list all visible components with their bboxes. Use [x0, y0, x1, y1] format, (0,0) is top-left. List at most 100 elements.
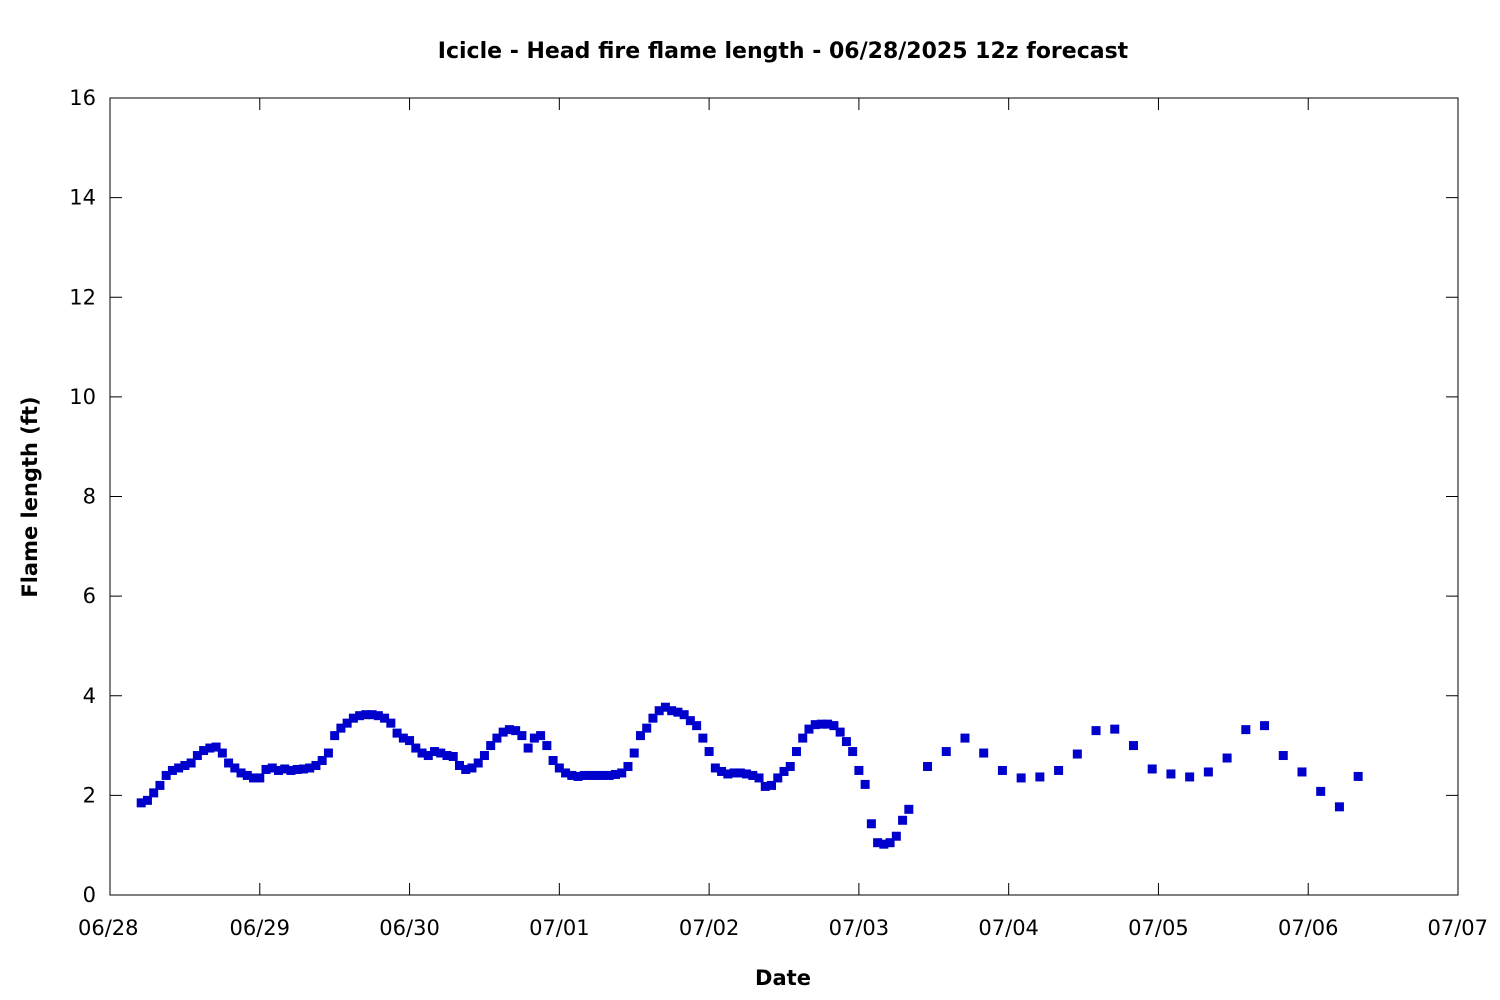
- data-point: [642, 723, 652, 733]
- data-point: [1260, 721, 1270, 731]
- y-tick-label: 14: [69, 186, 96, 210]
- data-point: [767, 780, 777, 790]
- data-point: [1110, 724, 1120, 734]
- data-point: [542, 741, 552, 751]
- data-point: [735, 768, 745, 778]
- data-point: [1278, 751, 1288, 761]
- data-point: [174, 763, 184, 773]
- data-point: [323, 748, 333, 758]
- data-point: [448, 752, 458, 762]
- data-point: [342, 718, 352, 728]
- y-tick-label: 2: [83, 783, 96, 807]
- data-point: [454, 760, 464, 770]
- data-point: [430, 747, 440, 757]
- data-point: [1203, 767, 1213, 777]
- data-point: [748, 770, 758, 780]
- y-tick-label: 0: [83, 883, 96, 907]
- data-point: [348, 713, 358, 723]
- data-point: [698, 733, 708, 743]
- data-point: [317, 756, 327, 766]
- data-point: [823, 719, 833, 729]
- data-point: [417, 748, 427, 758]
- data-point: [311, 760, 321, 770]
- data-point: [592, 770, 602, 780]
- data-point: [704, 747, 714, 757]
- data-point: [923, 761, 933, 771]
- data-point: [810, 720, 820, 730]
- data-point: [1128, 741, 1138, 751]
- axis-tick-labels: 0 2 4 6 8 10 12 14 16 06/28 06/29 06/30 07/01 07/02 07…: [69, 86, 1488, 940]
- x-tick-label: 06/29: [230, 916, 291, 940]
- data-point: [679, 710, 689, 720]
- x-tick-label: 06/30: [379, 916, 440, 940]
- x-tick-label: 07/03: [829, 916, 890, 940]
- data-point: [548, 756, 558, 766]
- data-point: [536, 731, 546, 741]
- data-point: [623, 761, 633, 771]
- data-point: [629, 748, 639, 758]
- x-tick-label: 07/05: [1128, 916, 1189, 940]
- data-point: [217, 748, 227, 758]
- data-point: [779, 766, 789, 776]
- data-point: [898, 815, 908, 825]
- data-point: [960, 733, 970, 743]
- y-tick-label: 16: [69, 86, 96, 110]
- data-point: [199, 746, 209, 756]
- data-point: [742, 769, 752, 779]
- data-point: [654, 706, 664, 716]
- data-point: [997, 765, 1007, 775]
- data-point: [330, 731, 340, 741]
- data-point: [635, 731, 645, 741]
- data-point: [517, 731, 527, 741]
- data-point: [511, 726, 521, 736]
- plot-frame: [109, 97, 1459, 896]
- data-point: [760, 781, 770, 791]
- data-point: [467, 763, 477, 773]
- data-point: [423, 751, 433, 761]
- data-point: [473, 758, 483, 768]
- data-point: [355, 711, 365, 721]
- data-point: [1166, 769, 1176, 779]
- data-point: [504, 725, 514, 735]
- data-point: [785, 761, 795, 771]
- data-point: [149, 788, 159, 798]
- data-point: [586, 770, 596, 780]
- data-point: [1222, 753, 1232, 763]
- data-point: [367, 710, 377, 720]
- data-point: [386, 718, 396, 728]
- data-point: [685, 716, 695, 726]
- data-point: [573, 771, 583, 781]
- chart-title: Icicle - Head fire flame length - 06/28/…: [438, 39, 1129, 64]
- x-axis-label: Date: [755, 966, 811, 990]
- data-point: [192, 751, 202, 761]
- data-point: [904, 804, 914, 814]
- data-point: [667, 706, 677, 716]
- data-point: [1091, 726, 1101, 736]
- data-point: [617, 768, 627, 778]
- data-point: [891, 831, 901, 841]
- data-point: [498, 727, 508, 737]
- data-point: [791, 747, 801, 757]
- data-point: [529, 733, 539, 743]
- data-point: [136, 798, 146, 808]
- data-point: [224, 758, 234, 768]
- data-point: [866, 819, 876, 829]
- data-point: [860, 779, 870, 789]
- x-tick-label: 07/04: [978, 916, 1039, 940]
- data-point: [1147, 764, 1157, 774]
- data-point: [286, 765, 296, 775]
- data-point: [292, 764, 302, 774]
- y-tick-label: 8: [83, 485, 96, 509]
- data-point: [167, 765, 177, 775]
- data-point: [186, 758, 196, 768]
- data-point: [442, 751, 452, 761]
- data-series: [136, 702, 1363, 849]
- data-point: [161, 770, 171, 780]
- data-point: [155, 780, 165, 790]
- data-point: [804, 724, 814, 734]
- x-tick-label: 07/06: [1278, 916, 1339, 940]
- data-point: [492, 733, 502, 743]
- data-point: [561, 768, 571, 778]
- data-point: [1072, 749, 1082, 759]
- data-point: [249, 773, 259, 783]
